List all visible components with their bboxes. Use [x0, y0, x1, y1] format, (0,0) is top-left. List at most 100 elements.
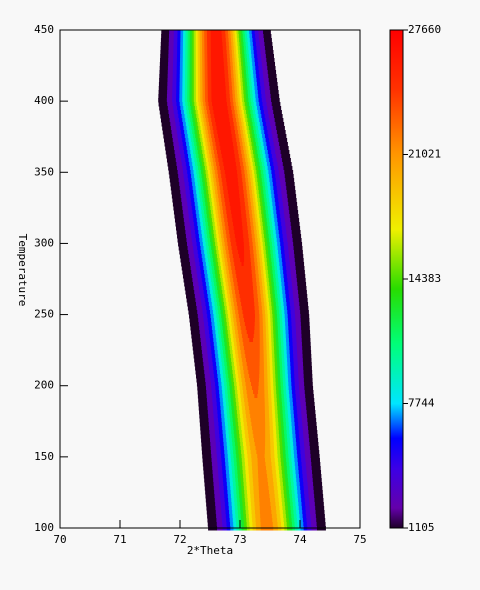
contour-band: [211, 94, 227, 99]
contour-band: [260, 518, 273, 523]
contour-band: [234, 234, 244, 239]
contour-band: [241, 302, 255, 307]
contour-band: [246, 362, 260, 367]
contour-band: [257, 466, 267, 471]
contour-band: [211, 82, 226, 87]
contour-band: [227, 190, 240, 195]
contour-band: [224, 166, 237, 171]
contour-band: [253, 390, 259, 395]
contour-band: [256, 450, 265, 455]
contour-band: [245, 354, 260, 359]
colorbar-tick-label: 1105: [408, 521, 435, 534]
contour-band: [231, 210, 241, 215]
contour-band: [226, 178, 238, 183]
contour-band: [251, 386, 259, 391]
contour-band: [251, 426, 266, 431]
x-tick-label: 71: [113, 533, 126, 546]
contour-band: [258, 486, 269, 491]
contour-band: [210, 30, 222, 35]
contour-band: [259, 510, 272, 515]
contour-band: [236, 242, 244, 247]
contour-band: [247, 334, 254, 339]
colorbar-tick-label: 7744: [408, 396, 435, 409]
contour-band: [244, 350, 260, 355]
contour-band: [251, 382, 259, 387]
contour-band: [241, 262, 244, 267]
contour-band: [238, 250, 245, 255]
contour-band: [236, 274, 253, 279]
x-tick-label: 70: [53, 533, 66, 546]
contour-band: [211, 66, 225, 71]
y-tick-label: 350: [34, 165, 54, 178]
contour-band: [248, 406, 265, 411]
contour-band: [259, 506, 271, 511]
colorbar-tick-label: 21021: [408, 148, 441, 161]
contour-band: [211, 70, 225, 75]
contour-band: [229, 198, 240, 203]
contour-band: [239, 254, 245, 259]
contour-band: [211, 74, 225, 79]
contour-band: [222, 158, 236, 163]
contour-band: [243, 342, 260, 347]
contour-band: [214, 118, 230, 123]
contour-band: [227, 186, 239, 191]
plot-frame: [59, 29, 361, 529]
contour-band: [228, 194, 240, 199]
contour-band: [258, 490, 270, 495]
contour-band: [250, 414, 265, 419]
contour-band: [242, 310, 255, 315]
contour-band: [225, 174, 238, 179]
contour-band: [210, 34, 222, 39]
y-tick-label: 300: [34, 236, 54, 249]
contour-band: [251, 422, 266, 427]
contour-band: [257, 462, 266, 467]
x-tick-label: 74: [293, 533, 307, 546]
contour-band: [211, 86, 226, 91]
contour-band: [252, 430, 266, 435]
contour-band: [210, 46, 223, 51]
contour-band: [259, 502, 271, 507]
x-tick-label: 72: [173, 533, 186, 546]
contour-band: [217, 130, 232, 135]
contour-band: [218, 138, 233, 143]
contour-band: [250, 418, 266, 423]
x-axis-label: 2*Theta: [187, 544, 233, 557]
contour-band: [237, 282, 253, 287]
contour-band: [235, 270, 252, 275]
colorbar-tick-label: 14383: [408, 272, 441, 285]
contour-band: [260, 514, 272, 519]
contour-band: [210, 38, 223, 43]
contour-band: [216, 126, 231, 131]
contour-band: [257, 454, 265, 459]
contour-band: [247, 398, 265, 403]
x-tick-label: 75: [353, 533, 366, 546]
contour-band: [213, 110, 229, 115]
y-tick-label: 400: [34, 94, 54, 107]
contour-band: [254, 394, 258, 399]
contour-band: [240, 258, 245, 263]
contour-band: [243, 346, 260, 351]
contour-band: [240, 298, 254, 303]
contour-band: [232, 218, 242, 223]
y-tick-label: 100: [34, 521, 54, 534]
contour-band: [248, 370, 260, 375]
contour-band: [230, 206, 241, 211]
contour-band: [218, 134, 232, 139]
contour-band: [250, 378, 259, 383]
contour-band: [234, 230, 243, 235]
contour-band: [233, 226, 243, 231]
contour-band: [259, 498, 270, 503]
contour-band: [244, 322, 255, 327]
contour-band: [253, 434, 266, 439]
contour-band: [258, 478, 268, 483]
contour-band: [236, 278, 253, 283]
contour-band: [234, 266, 252, 271]
contour-band: [246, 330, 255, 335]
contour-band: [229, 202, 241, 207]
contour-band: [258, 474, 268, 479]
contour-band: [221, 154, 235, 159]
contour-band: [210, 54, 224, 59]
contour-band: [212, 106, 228, 111]
y-tick-label: 250: [34, 308, 54, 321]
